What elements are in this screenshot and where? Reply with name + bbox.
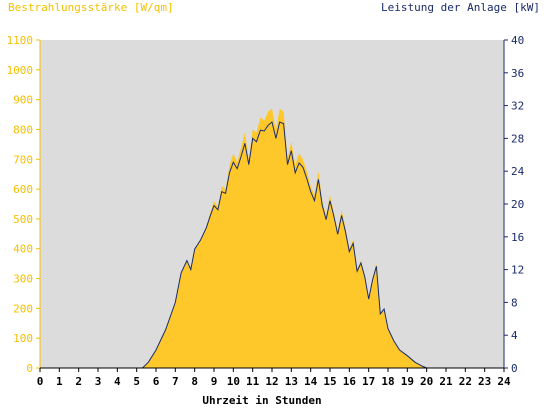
left-tick-label: 900 [13,94,33,107]
left-tick-label: 700 [13,153,33,166]
ticks-layer: 0100200300400500600700800900100011000481… [7,34,525,388]
right-tick-label: 32 [511,100,524,113]
right-tick-label: 4 [511,329,518,342]
x-axis-title: Uhrzeit in Stunden [202,394,322,407]
right-tick-label: 24 [511,165,525,178]
right-tick-label: 0 [511,362,518,375]
series-layer [40,108,504,369]
x-tick-label: 2 [75,375,82,388]
x-tick-label: 10 [227,375,240,388]
x-tick-label: 5 [133,375,140,388]
left-tick-label: 0 [26,362,33,375]
left-tick-label: 200 [13,302,33,315]
left-axis-title: Bestrahlungsstärke [W/qm] [8,1,174,14]
x-tick-label: 8 [191,375,198,388]
left-tick-label: 1100 [7,34,34,47]
power-line [40,121,504,369]
left-tick-label: 800 [13,123,33,136]
left-tick-label: 600 [13,183,33,196]
left-tick-label: 1000 [7,64,34,77]
x-tick-label: 12 [265,375,278,388]
x-tick-label: 19 [401,375,414,388]
x-tick-label: 13 [285,375,298,388]
x-tick-label: 16 [343,375,357,388]
x-tick-label: 1 [56,375,63,388]
x-tick-label: 22 [459,375,472,388]
right-tick-label: 16 [511,231,524,244]
x-tick-label: 4 [114,375,121,388]
x-tick-label: 7 [172,375,179,388]
irradiance-area [40,108,504,368]
right-tick-label: 40 [511,34,524,47]
right-axis-title: Leistung der Anlage [kW] [381,1,540,14]
right-tick-label: 28 [511,132,524,145]
right-tick-label: 20 [511,198,524,211]
x-tick-label: 15 [323,375,336,388]
x-tick-label: 20 [420,375,433,388]
x-tick-label: 17 [362,375,375,388]
x-tick-label: 24 [497,375,511,388]
left-tick-label: 100 [13,332,33,345]
x-tick-label: 23 [478,375,491,388]
right-tick-label: 36 [511,67,524,80]
left-tick-label: 500 [13,213,33,226]
x-tick-label: 6 [153,375,160,388]
right-tick-label: 8 [511,296,518,309]
left-tick-label: 300 [13,273,33,286]
x-tick-label: 18 [381,375,394,388]
x-tick-label: 14 [304,375,318,388]
right-tick-label: 12 [511,264,524,277]
x-tick-label: 9 [211,375,218,388]
x-tick-label: 3 [95,375,102,388]
x-tick-label: 21 [439,375,453,388]
left-tick-label: 400 [13,243,33,256]
x-tick-label: 0 [37,375,44,388]
x-tick-label: 11 [246,375,260,388]
